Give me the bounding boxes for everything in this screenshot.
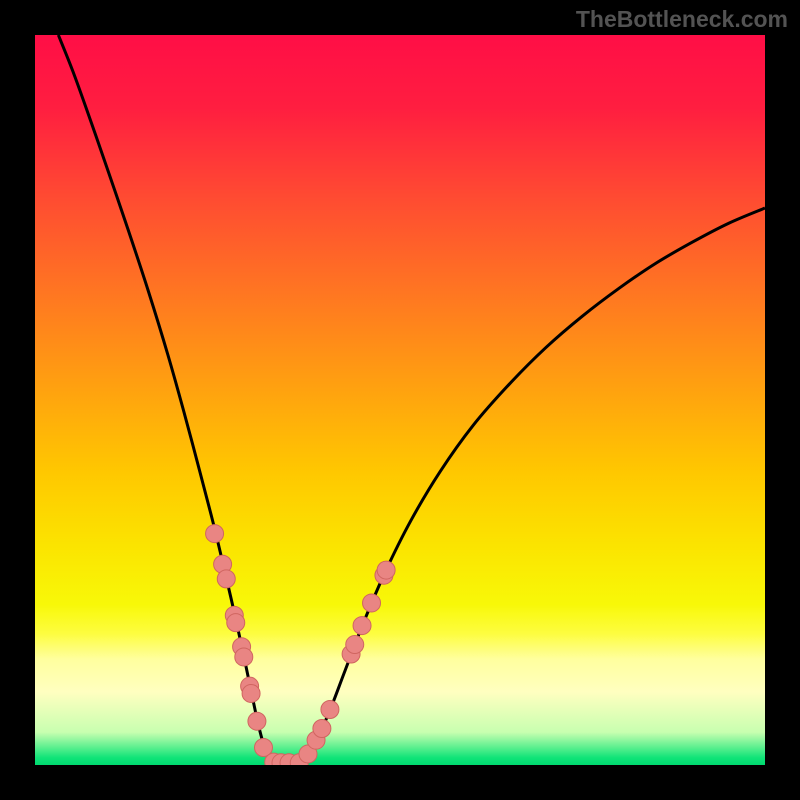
marker-point: [321, 701, 339, 719]
marker-point: [235, 648, 253, 666]
plot-area: [35, 35, 765, 765]
marker-point: [313, 720, 331, 738]
marker-point: [242, 684, 260, 702]
gradient-background: [35, 35, 765, 765]
marker-point: [248, 712, 266, 730]
marker-point: [206, 525, 224, 543]
marker-point: [363, 594, 381, 612]
marker-point: [346, 636, 364, 654]
watermark-text: TheBottleneck.com: [576, 6, 788, 33]
marker-point: [227, 614, 245, 632]
marker-point: [353, 617, 371, 635]
chart-container: TheBottleneck.com: [0, 0, 800, 800]
marker-point: [217, 570, 235, 588]
marker-point: [377, 561, 395, 579]
